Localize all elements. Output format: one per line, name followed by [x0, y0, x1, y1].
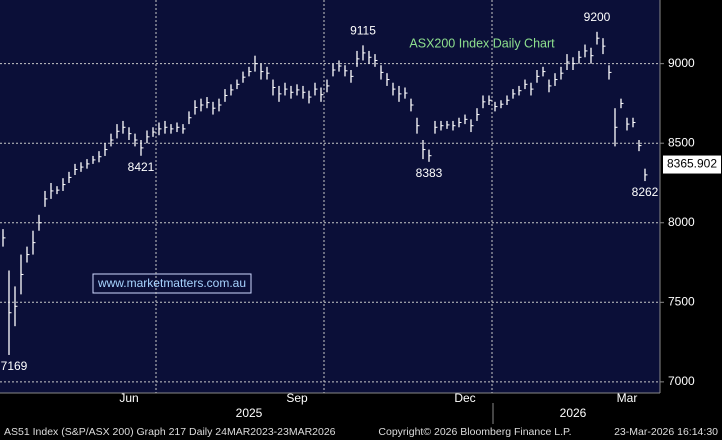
low-label: 8421	[128, 160, 155, 174]
last-price-label: 8365.902	[667, 157, 717, 171]
plot-area	[0, 0, 660, 393]
footer-left: AS51 Index (S&P/ASX 200) Graph 217 Daily…	[4, 426, 336, 438]
low-label: 8262	[632, 185, 659, 199]
watermark: www.marketmatters.com.au	[97, 276, 246, 290]
year-label: 2025	[236, 406, 263, 420]
axis-area	[0, 393, 722, 440]
watermark-box	[92, 273, 252, 294]
footer-right: 23-Mar-2026 16:14:30	[614, 426, 718, 438]
high-label: 9200	[584, 10, 611, 24]
y-tick-label: 7500	[668, 294, 695, 308]
low-label: 7169	[1, 359, 28, 373]
x-tick-label: Dec	[454, 391, 475, 405]
chart-title: ASX200 Index Daily Chart	[409, 36, 555, 50]
footer-center: Copyright© 2026 Bloomberg Finance L.P.	[378, 426, 571, 438]
high-label: 9115	[350, 24, 376, 38]
low-label: 8383	[416, 166, 443, 180]
y-tick-label: 8000	[668, 215, 695, 229]
x-tick-label: Sep	[286, 391, 308, 405]
x-tick-label: Mar	[617, 391, 638, 405]
year-label: 2026	[560, 406, 587, 420]
y-tick-label: 9000	[668, 56, 695, 70]
y-tick-label: 8500	[668, 135, 695, 149]
y-tick-label: 7000	[668, 374, 695, 388]
last-price-box	[663, 155, 721, 174]
x-tick-label: Jun	[119, 391, 138, 405]
